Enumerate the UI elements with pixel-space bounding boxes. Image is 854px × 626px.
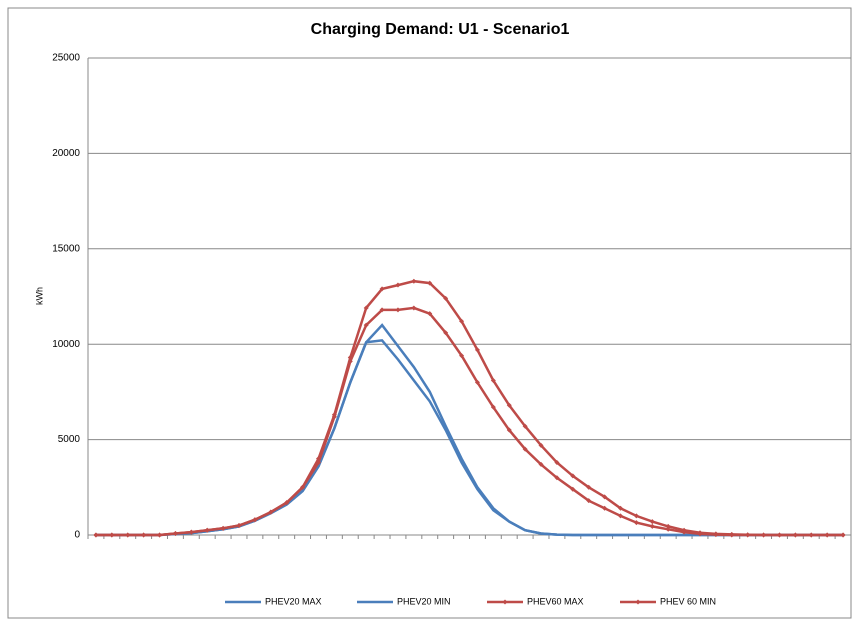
point-marker — [490, 377, 496, 383]
point-marker — [761, 532, 767, 538]
point-marker — [808, 532, 814, 538]
point-marker — [363, 305, 369, 311]
legend-label: PHEV60 MAX — [527, 596, 584, 606]
point-marker — [427, 311, 433, 317]
point-marker — [824, 532, 830, 538]
point-marker — [157, 532, 163, 538]
point-marker — [204, 527, 210, 533]
point-marker — [427, 280, 433, 286]
point-marker — [538, 461, 544, 467]
point-marker — [697, 531, 703, 537]
point-marker — [188, 529, 194, 535]
point-marker — [459, 353, 465, 359]
point-marker — [220, 525, 226, 531]
point-marker — [792, 532, 798, 538]
point-marker — [618, 513, 624, 519]
y-tick-label: 15000 — [52, 243, 80, 254]
point-marker — [713, 532, 719, 538]
point-marker — [649, 519, 655, 525]
point-marker — [284, 500, 290, 506]
point-marker — [602, 505, 608, 511]
point-marker — [315, 459, 321, 465]
y-tick-label: 5000 — [58, 434, 81, 445]
point-marker — [347, 358, 353, 364]
point-marker — [554, 475, 560, 481]
point-marker — [522, 446, 528, 452]
y-tick-label: 25000 — [52, 53, 80, 64]
point-marker — [665, 523, 671, 529]
point-marker — [570, 473, 576, 479]
point-marker — [300, 484, 306, 490]
point-marker — [522, 423, 528, 429]
point-marker — [776, 532, 782, 538]
point-marker — [681, 529, 687, 535]
point-marker — [506, 427, 512, 433]
point-marker — [395, 282, 401, 288]
point-marker — [474, 379, 480, 385]
y-tick-label: 0 — [74, 530, 80, 541]
point-marker — [459, 318, 465, 324]
point-marker — [554, 459, 560, 465]
point-marker — [665, 526, 671, 532]
point-marker — [236, 522, 242, 528]
point-marker — [474, 347, 480, 353]
point-marker — [331, 414, 337, 420]
point-marker — [379, 307, 385, 313]
legend-marker — [635, 599, 641, 605]
point-marker — [649, 523, 655, 529]
point-marker — [633, 520, 639, 526]
legend-label: PHEV20 MAX — [265, 596, 322, 606]
point-marker — [840, 532, 846, 538]
point-marker — [506, 402, 512, 408]
point-marker — [618, 505, 624, 511]
point-marker — [363, 322, 369, 328]
point-marker — [411, 305, 417, 311]
point-marker — [125, 532, 131, 538]
point-marker — [633, 513, 639, 519]
point-marker — [443, 330, 449, 336]
point-marker — [729, 532, 735, 538]
legend-label: PHEV 60 MIN — [660, 596, 716, 606]
point-marker — [602, 494, 608, 500]
legend-label: PHEV20 MIN — [397, 596, 451, 606]
point-marker — [586, 498, 592, 504]
point-marker — [586, 484, 592, 490]
y-tick-label: 20000 — [52, 148, 80, 159]
point-marker — [443, 295, 449, 301]
chart-title: Charging Demand: U1 - Scenario1 — [311, 21, 570, 38]
legend-marker — [502, 599, 508, 605]
point-marker — [109, 532, 115, 538]
point-marker — [745, 532, 751, 538]
point-marker — [538, 442, 544, 448]
y-axis-label: kWh — [34, 287, 44, 305]
point-marker — [570, 486, 576, 492]
y-tick-label: 10000 — [52, 339, 80, 350]
point-marker — [172, 530, 178, 536]
point-marker — [268, 509, 274, 515]
point-marker — [252, 517, 258, 523]
point-marker — [379, 286, 385, 292]
point-marker — [395, 307, 401, 313]
point-marker — [141, 532, 147, 538]
point-marker — [411, 278, 417, 284]
point-marker — [490, 404, 496, 410]
point-marker — [93, 532, 99, 538]
series-line — [95, 306, 844, 537]
